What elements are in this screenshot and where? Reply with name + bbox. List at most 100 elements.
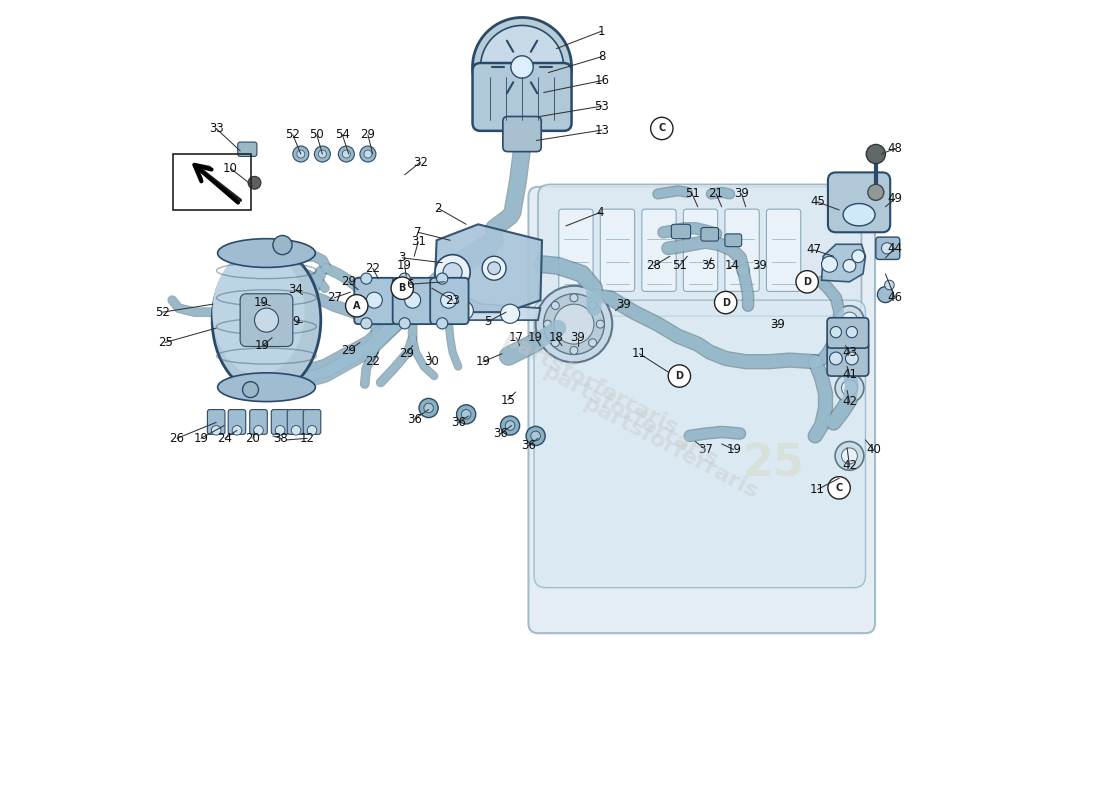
Circle shape <box>342 150 350 158</box>
Circle shape <box>570 346 578 354</box>
Text: 33: 33 <box>209 122 223 135</box>
Text: 29: 29 <box>398 347 414 360</box>
FancyBboxPatch shape <box>601 209 635 291</box>
Text: 29: 29 <box>341 344 356 357</box>
Circle shape <box>211 426 221 435</box>
FancyBboxPatch shape <box>272 410 289 434</box>
Text: 2: 2 <box>434 202 442 215</box>
Circle shape <box>551 302 559 310</box>
FancyBboxPatch shape <box>828 172 890 232</box>
Text: 11: 11 <box>631 347 647 360</box>
FancyBboxPatch shape <box>671 224 691 238</box>
FancyBboxPatch shape <box>473 63 572 131</box>
Polygon shape <box>440 288 540 320</box>
Circle shape <box>461 410 471 419</box>
Circle shape <box>487 262 500 274</box>
Text: 14: 14 <box>725 259 739 272</box>
Circle shape <box>829 352 843 365</box>
Polygon shape <box>434 224 542 312</box>
Circle shape <box>254 308 278 332</box>
Ellipse shape <box>212 250 305 374</box>
FancyBboxPatch shape <box>304 410 321 434</box>
Circle shape <box>441 292 456 308</box>
FancyBboxPatch shape <box>430 278 469 324</box>
Text: 19: 19 <box>528 331 543 344</box>
Text: D: D <box>722 298 729 307</box>
Circle shape <box>551 338 559 346</box>
Text: 15: 15 <box>500 394 515 406</box>
Circle shape <box>867 145 886 164</box>
Text: 39: 39 <box>616 298 631 310</box>
Text: D: D <box>675 371 683 381</box>
Text: 42: 42 <box>842 395 857 408</box>
Ellipse shape <box>212 246 321 394</box>
Text: 52: 52 <box>285 128 300 142</box>
Polygon shape <box>822 244 866 282</box>
FancyBboxPatch shape <box>503 117 541 152</box>
Text: 48: 48 <box>888 142 902 155</box>
Circle shape <box>835 442 864 470</box>
Circle shape <box>668 365 691 387</box>
FancyBboxPatch shape <box>725 209 759 291</box>
Text: 47: 47 <box>806 243 821 256</box>
Circle shape <box>505 421 515 430</box>
Circle shape <box>292 426 300 435</box>
Circle shape <box>345 294 367 317</box>
FancyBboxPatch shape <box>683 209 717 291</box>
Text: 18: 18 <box>549 331 564 344</box>
Text: 38: 38 <box>274 432 288 445</box>
FancyBboxPatch shape <box>240 294 293 346</box>
Circle shape <box>868 184 883 200</box>
Text: 36: 36 <box>407 413 421 426</box>
Circle shape <box>424 403 433 413</box>
Text: partsforferraris: partsforferraris <box>579 394 761 502</box>
Circle shape <box>275 426 285 435</box>
Text: 22: 22 <box>365 355 381 368</box>
Bar <box>173 154 251 210</box>
Circle shape <box>366 292 383 308</box>
Text: 24: 24 <box>218 432 232 445</box>
Text: 19: 19 <box>253 296 268 309</box>
Text: partsforferraris: partsforferraris <box>539 362 720 470</box>
Text: 25: 25 <box>157 336 173 349</box>
FancyBboxPatch shape <box>393 278 434 324</box>
Circle shape <box>878 286 893 302</box>
Circle shape <box>454 301 473 320</box>
Circle shape <box>835 374 864 402</box>
FancyBboxPatch shape <box>287 410 305 434</box>
Circle shape <box>842 380 858 396</box>
Circle shape <box>543 320 551 328</box>
FancyBboxPatch shape <box>538 184 861 316</box>
Text: D: D <box>803 277 811 287</box>
Text: 21: 21 <box>708 187 724 201</box>
Text: 36: 36 <box>521 439 536 452</box>
Circle shape <box>473 18 572 117</box>
Circle shape <box>650 118 673 140</box>
Text: 28: 28 <box>647 259 661 272</box>
Text: B: B <box>398 283 406 293</box>
Circle shape <box>482 256 506 280</box>
Circle shape <box>531 431 540 441</box>
Text: 19: 19 <box>397 259 412 272</box>
FancyBboxPatch shape <box>641 209 676 291</box>
Text: 23: 23 <box>446 294 460 306</box>
FancyBboxPatch shape <box>827 318 869 348</box>
Text: 46: 46 <box>888 291 902 304</box>
Circle shape <box>315 146 330 162</box>
Text: 53: 53 <box>594 100 609 113</box>
Text: 41: 41 <box>842 368 857 381</box>
FancyBboxPatch shape <box>559 209 593 291</box>
Text: 9: 9 <box>293 315 300 328</box>
Text: 43: 43 <box>842 346 857 358</box>
Circle shape <box>405 292 420 308</box>
Circle shape <box>361 318 372 329</box>
Text: 31: 31 <box>410 235 426 248</box>
Circle shape <box>481 26 563 109</box>
Text: 8: 8 <box>598 50 606 63</box>
Text: 51: 51 <box>672 259 686 272</box>
Circle shape <box>881 242 892 254</box>
Circle shape <box>249 176 261 189</box>
Circle shape <box>588 338 596 346</box>
Text: 34: 34 <box>288 283 304 296</box>
FancyBboxPatch shape <box>228 410 245 434</box>
